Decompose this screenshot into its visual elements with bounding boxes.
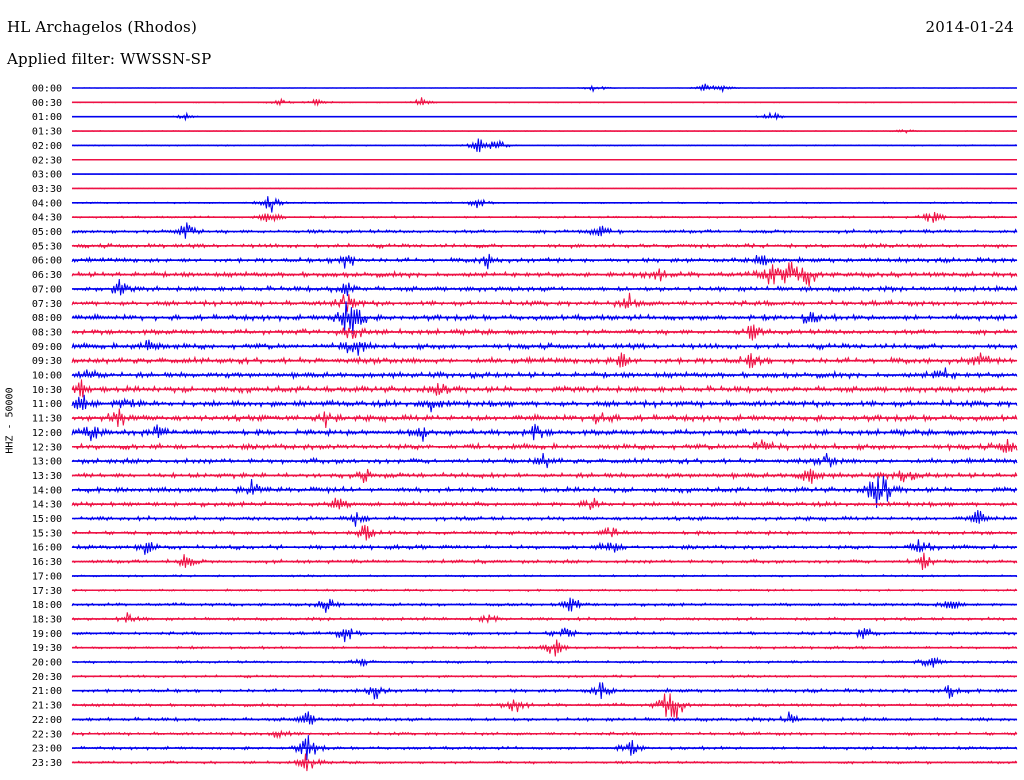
trace-row <box>71 196 1018 213</box>
row-time-label: 22:30 <box>32 729 62 740</box>
row-time-label: 19:30 <box>32 643 62 654</box>
row-time-label: 09:30 <box>32 356 62 367</box>
row-time-label: 19:00 <box>32 629 62 640</box>
trace-row <box>71 97 1018 107</box>
row-time-label: 04:30 <box>32 213 62 224</box>
row-time-label: 23:30 <box>32 758 62 769</box>
row-time-label: 16:30 <box>32 557 62 568</box>
row-time-label: 01:00 <box>32 112 62 123</box>
row-time-label: 13:00 <box>32 457 62 468</box>
trace-row <box>71 475 1018 508</box>
row-time-label: 21:30 <box>32 701 62 712</box>
trace-row <box>71 379 1018 398</box>
row-time-label: 11:00 <box>32 399 62 410</box>
trace-row <box>71 468 1018 484</box>
trace-row <box>71 367 1018 381</box>
row-time-label: 20:30 <box>32 672 62 683</box>
row-time-label: 04:00 <box>32 198 62 209</box>
row-time-label: 03:00 <box>32 170 62 181</box>
trace-row <box>71 253 1018 270</box>
row-time-label: 14:30 <box>32 500 62 511</box>
date-label: 2014-01-24 <box>925 18 1014 36</box>
row-time-label: 13:30 <box>32 471 62 482</box>
row-time-label: 09:00 <box>32 342 62 353</box>
row-time-label: 18:00 <box>32 600 62 611</box>
row-time-label: 07:30 <box>32 299 62 310</box>
row-time-label: 02:00 <box>32 141 62 152</box>
trace-row <box>71 222 1018 239</box>
row-time-label: 06:30 <box>32 270 62 281</box>
row-time-label: 08:30 <box>32 327 62 338</box>
row-time-label: 15:30 <box>32 528 62 539</box>
row-time-label: 10:30 <box>32 385 62 396</box>
row-time-label: 07:00 <box>32 284 62 295</box>
filter-label: Applied filter: WWSSN-SP <box>7 50 212 68</box>
trace-row <box>71 279 1018 297</box>
station-title: HL Archagelos (Rhodos) <box>7 18 198 36</box>
row-time-label: 03:30 <box>32 184 62 195</box>
row-time-label: 16:00 <box>32 543 62 554</box>
row-time-label: 02:30 <box>32 155 62 166</box>
trace-row <box>71 693 1018 720</box>
row-time-label: 05:30 <box>32 241 62 252</box>
row-time-label: 08:00 <box>32 313 62 324</box>
row-time-label: 06:00 <box>32 256 62 267</box>
row-time-label: 12:30 <box>32 442 62 453</box>
trace-row <box>71 627 1018 643</box>
row-time-label: 22:00 <box>32 715 62 726</box>
row-time-label: 00:00 <box>32 84 62 95</box>
row-time-label: 17:00 <box>32 571 62 582</box>
trace-row <box>71 711 1018 725</box>
row-time-label: 12:00 <box>32 428 62 439</box>
trace-row <box>71 339 1018 356</box>
row-time-label: 23:00 <box>32 744 62 755</box>
row-time-label: 17:30 <box>32 586 62 597</box>
row-time-label: 20:00 <box>32 658 62 669</box>
row-time-label: 11:30 <box>32 414 62 425</box>
row-time-label: 18:30 <box>32 614 62 625</box>
trace-row <box>71 612 1018 625</box>
row-time-label: 01:30 <box>32 127 62 138</box>
trace-row <box>71 292 1018 312</box>
row-time-label: 05:00 <box>32 227 62 238</box>
row-time-label: 00:30 <box>32 98 62 109</box>
row-time-label: 21:00 <box>32 686 62 697</box>
row-time-label: 10:00 <box>32 371 62 382</box>
row-time-label: 15:00 <box>32 514 62 525</box>
row-time-label: 14:00 <box>32 485 62 496</box>
